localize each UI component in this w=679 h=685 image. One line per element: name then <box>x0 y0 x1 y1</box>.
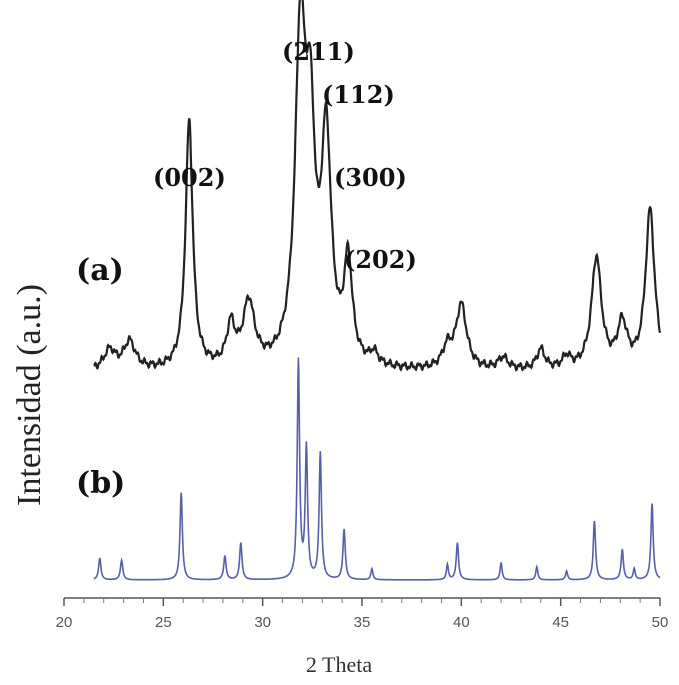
peak-label-002: (002) <box>153 163 226 192</box>
x-tick-label: 50 <box>652 614 669 631</box>
peak-label-211: (211) <box>282 37 355 66</box>
x-tick-label: 25 <box>155 614 172 631</box>
x-tick-label: 40 <box>453 614 470 631</box>
series-a-label: (a) <box>76 253 124 288</box>
peak-label-202: (202) <box>344 245 417 274</box>
series-a-trace <box>93 0 662 372</box>
x-tick-label: 20 <box>56 614 73 631</box>
y-axis-label: Intensidad (a.u.) <box>11 284 48 506</box>
x-axis-ticks: 20 25 30 35 40 45 50 <box>56 598 669 631</box>
x-tick-label: 35 <box>354 614 371 631</box>
x-tick-label: 45 <box>552 614 569 631</box>
peak-label-112: (112) <box>322 80 395 109</box>
series-b-label: (b) <box>76 466 125 501</box>
peak-label-300: (300) <box>334 163 407 192</box>
x-axis-label: 2 Theta <box>306 652 372 677</box>
series-b-trace <box>93 357 661 581</box>
x-tick-label: 30 <box>254 614 271 631</box>
